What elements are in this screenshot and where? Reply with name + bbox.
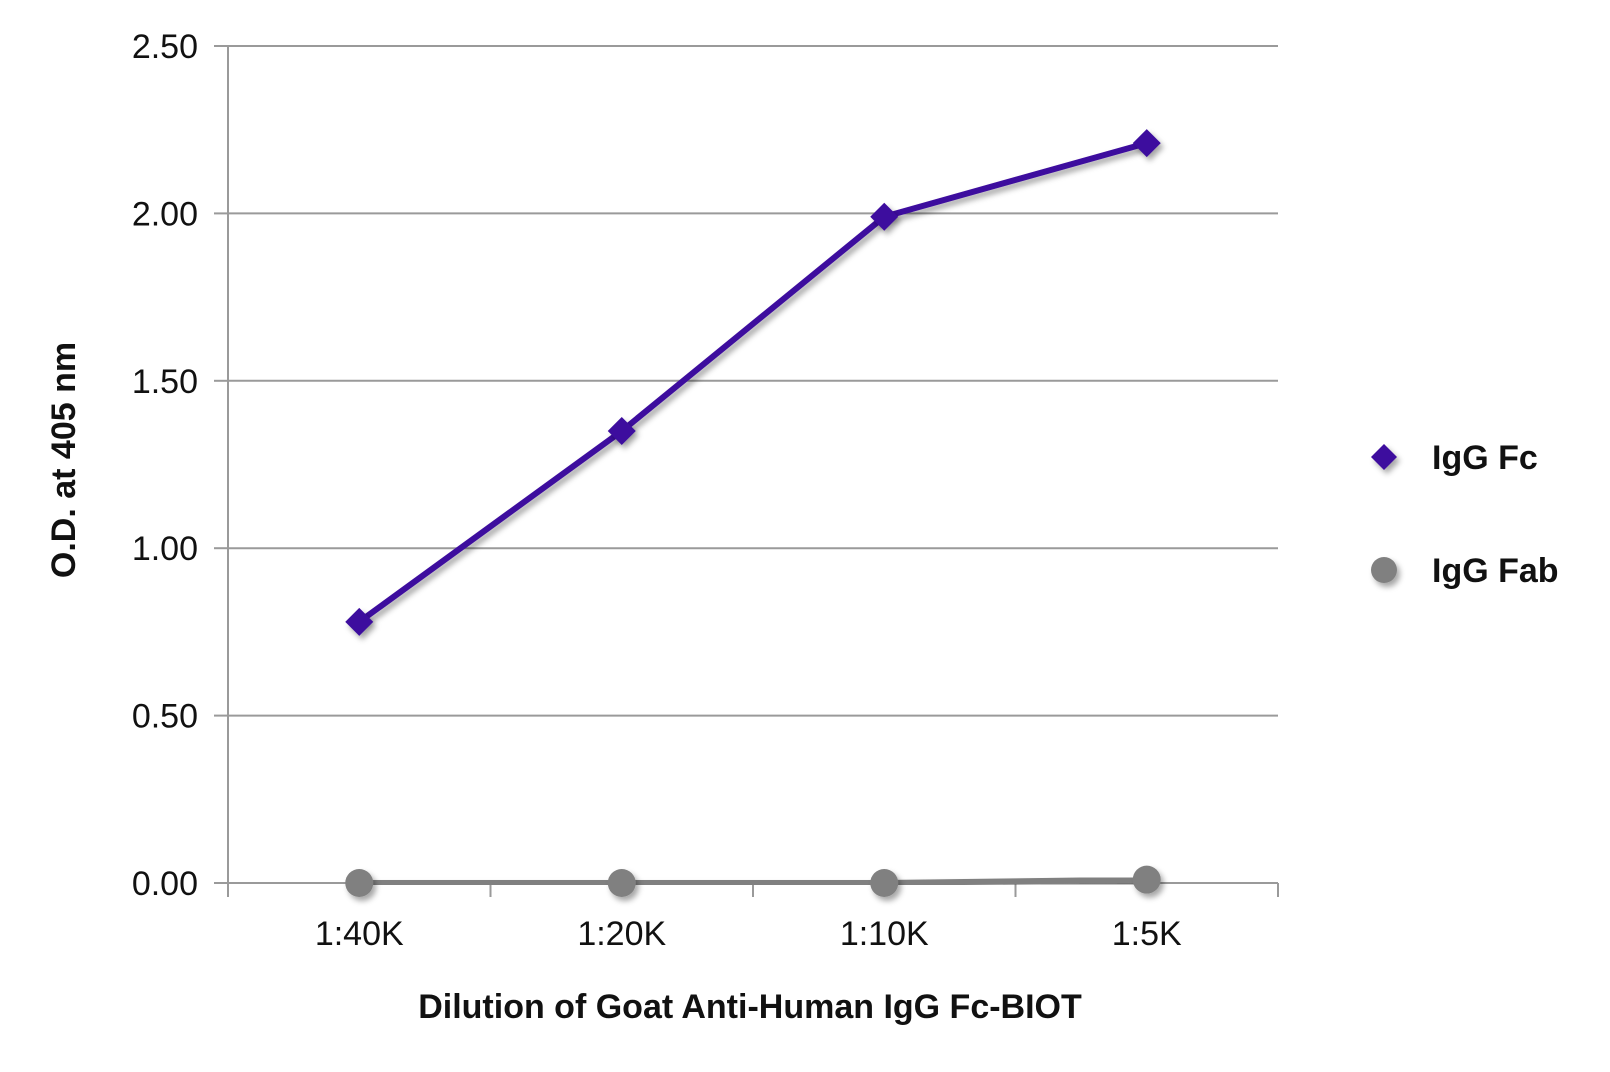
y-tick-label: 0.50 — [132, 698, 198, 736]
data-point-igg-fc — [607, 417, 636, 446]
x-tick-label: 1:20K — [577, 915, 666, 953]
series-line-igg-fab — [359, 876, 1147, 886]
x-tick-label: 1:5K — [1112, 915, 1182, 953]
legend-marker — [1371, 557, 1397, 583]
legend-marker — [1371, 444, 1397, 470]
data-point-igg-fab — [1132, 865, 1161, 894]
y-tick-label: 2.50 — [132, 28, 198, 66]
legend-label: IgG Fab — [1432, 552, 1559, 590]
y-tick-label: 1.50 — [132, 363, 198, 401]
y-tick-label: 1.00 — [132, 530, 198, 568]
data-point-igg-fab — [345, 869, 374, 897]
y-tick-label: 0.00 — [132, 865, 198, 903]
data-point-igg-fab — [870, 869, 899, 897]
x-tick-label: 1:10K — [840, 915, 929, 953]
data-point-igg-fc — [1132, 129, 1161, 158]
legend-label: IgG Fc — [1432, 439, 1538, 477]
data-point-igg-fab — [607, 869, 636, 897]
y-axis-title: O.D. at 405 nm — [45, 342, 83, 578]
series-line-igg-fc — [357, 140, 1148, 625]
data-point-igg-fc — [870, 202, 899, 231]
y-tick-label: 2.00 — [132, 195, 198, 233]
x-tick-label: 1:40K — [315, 915, 404, 953]
x-axis-title: Dilution of Goat Anti-Human IgG Fc-BIOT — [418, 988, 1082, 1026]
data-point-igg-fc — [345, 607, 374, 636]
